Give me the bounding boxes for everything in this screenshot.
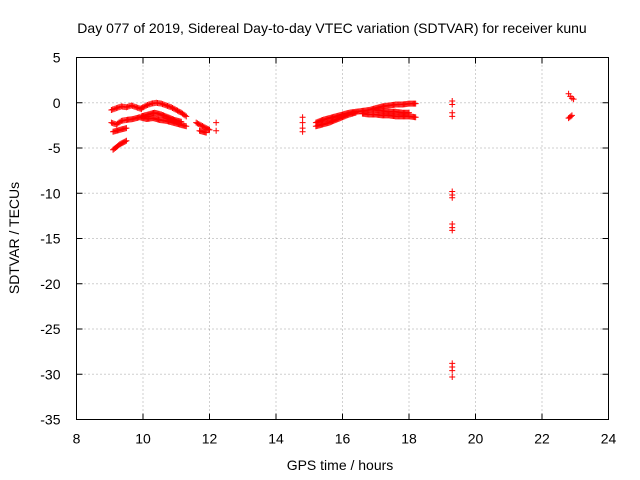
data-point xyxy=(449,227,456,234)
data-point xyxy=(183,113,190,120)
x-tick-label: 16 xyxy=(335,431,351,447)
y-tick-label: -10 xyxy=(40,185,60,201)
data-point xyxy=(178,118,185,125)
axis-ticks xyxy=(76,57,609,420)
data-point xyxy=(122,138,129,145)
data-point xyxy=(570,96,577,103)
y-tick-label: -5 xyxy=(48,140,61,156)
data-point xyxy=(449,373,456,380)
data-point xyxy=(213,119,220,126)
y-tick-labels: 5 0 -5 -10 -15 -20 -25 -30 -35 xyxy=(40,50,60,428)
y-tick-label: -30 xyxy=(40,366,60,382)
x-tick-label: 10 xyxy=(135,431,151,447)
data-point xyxy=(412,100,419,107)
x-tick-label: 12 xyxy=(202,431,218,447)
data-point xyxy=(406,109,412,116)
y-tick-label: 0 xyxy=(53,95,61,111)
x-tick-label: 20 xyxy=(468,431,484,447)
data-point xyxy=(449,367,456,374)
data-point xyxy=(299,128,306,135)
y-tick-label: -15 xyxy=(40,231,60,247)
data-points xyxy=(108,90,577,380)
data-point xyxy=(299,114,306,121)
x-tick-label: 24 xyxy=(601,431,617,447)
data-point xyxy=(203,129,210,136)
y-tick-label: 5 xyxy=(53,50,61,66)
chart-title: Day 077 of 2019, Sidereal Day-to-day VTE… xyxy=(77,20,586,36)
data-point xyxy=(123,125,130,132)
y-axis-label: SDTVAR / TECUs xyxy=(6,182,22,294)
x-tick-labels: 8 10 12 14 16 18 20 22 24 xyxy=(73,431,617,447)
data-point xyxy=(412,114,419,121)
data-point xyxy=(352,109,359,116)
data-point xyxy=(449,113,456,120)
x-tick-label: 18 xyxy=(401,431,417,447)
data-point xyxy=(206,126,213,133)
y-tick-label: -35 xyxy=(40,412,60,428)
data-point xyxy=(449,194,456,201)
x-tick-label: 14 xyxy=(268,431,284,447)
data-point xyxy=(181,112,188,119)
x-tick-label: 8 xyxy=(73,431,81,447)
y-tick-label: -25 xyxy=(40,321,60,337)
data-point xyxy=(183,123,190,130)
data-point xyxy=(568,112,575,119)
data-point xyxy=(123,137,130,144)
data-point xyxy=(213,127,220,134)
x-axis-label: GPS time / hours xyxy=(287,457,394,473)
x-tick-label: 22 xyxy=(534,431,550,447)
data-point xyxy=(299,119,306,126)
data-point xyxy=(449,101,456,108)
y-tick-label: -20 xyxy=(40,276,60,292)
data-point xyxy=(205,126,212,133)
data-point xyxy=(567,113,574,120)
